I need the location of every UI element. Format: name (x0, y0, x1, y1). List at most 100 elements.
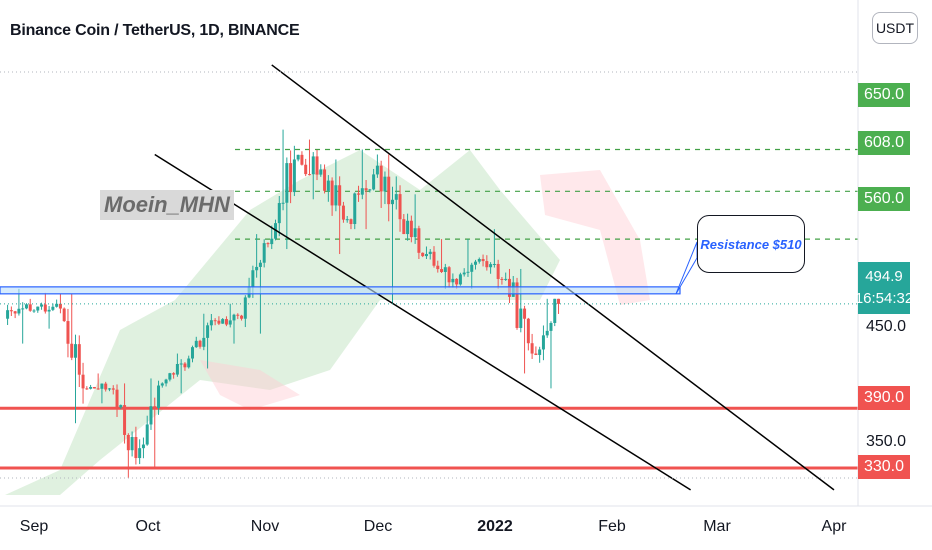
candle-body (398, 194, 402, 220)
candle-body (474, 261, 478, 265)
candle-body (394, 194, 398, 200)
candle-body (21, 308, 25, 310)
candle-body (6, 310, 10, 319)
candle-body (421, 252, 425, 257)
candle-body (300, 154, 304, 165)
candle-body (157, 385, 161, 409)
candle-body (428, 251, 432, 255)
candle-body (51, 306, 55, 310)
currency-button[interactable]: USDT (872, 12, 918, 44)
candle-body (232, 314, 236, 321)
resistance-callout[interactable]: Resistance $510 (697, 215, 805, 273)
candle-body (523, 308, 527, 319)
time-tick-feb: Feb (598, 518, 626, 535)
candle-body (402, 219, 406, 235)
candle-body (481, 259, 485, 262)
candle-body (126, 434, 130, 451)
candle-body (315, 156, 319, 175)
candle-body (432, 251, 436, 266)
level-tag-650: 650.0 (858, 83, 910, 107)
candle-body (92, 387, 96, 389)
candle-body (24, 304, 28, 309)
candle-body (323, 169, 327, 191)
candle-body (209, 320, 213, 326)
candle-body (341, 205, 345, 220)
candle-body (100, 383, 104, 389)
candle-body (183, 363, 187, 368)
candle-body (153, 406, 157, 409)
candle-body (281, 202, 285, 204)
candle-body (485, 261, 489, 268)
candle-body (368, 189, 372, 191)
candle-body (123, 405, 127, 435)
candle-body (549, 322, 553, 331)
candle-body (470, 264, 474, 272)
candle-body (319, 169, 323, 175)
candle-body (326, 180, 330, 191)
candle-body (17, 308, 21, 314)
candle-body (172, 373, 176, 375)
cloud-bearish-1 (200, 360, 300, 410)
candle-body (462, 272, 466, 275)
candle-body (119, 405, 123, 408)
horizontal-levels (0, 148, 858, 470)
candle-body (81, 374, 85, 389)
candle-body (379, 165, 383, 192)
candle-body (477, 259, 481, 262)
candle-body (541, 335, 545, 350)
candle-body (390, 199, 394, 205)
candle-body (515, 282, 519, 328)
candle-body (424, 254, 428, 257)
candle-body (466, 271, 470, 273)
candle-body (311, 156, 315, 175)
candle-body (338, 185, 342, 206)
candle-body (375, 165, 379, 175)
candle-body (289, 163, 293, 193)
candle-body (194, 340, 198, 348)
candle-body (145, 424, 149, 445)
candle-body (266, 243, 270, 245)
time-tick-dec: Dec (363, 518, 393, 535)
bar-countdown: 16:54:32 (854, 290, 914, 307)
chart-title: Binance Coin / TetherUS, 1D, BINANCE (10, 22, 300, 39)
candle-body (455, 278, 459, 285)
time-tick-nov: Nov (250, 518, 280, 535)
candle-body (296, 154, 300, 160)
candle-body (251, 270, 255, 288)
level-tag-390: 390.0 (858, 386, 910, 410)
cloud-bullish (5, 150, 560, 495)
candle-body (130, 437, 134, 451)
trendlines (154, 64, 835, 491)
candle-body (47, 309, 51, 312)
candle-body (149, 406, 153, 425)
candle-body (307, 174, 311, 176)
candle-body (360, 188, 364, 195)
candle-body (243, 297, 247, 319)
candle-body (89, 387, 93, 389)
candle-body (107, 388, 111, 390)
time-tick-2022: 2022 (477, 518, 513, 535)
candle-body (85, 388, 89, 390)
candle-body (334, 185, 338, 206)
candle-body (236, 314, 240, 316)
candle-body (357, 193, 361, 195)
time-tick-sep: Sep (19, 518, 49, 535)
candle-body (443, 267, 447, 272)
candle-body (43, 304, 47, 312)
candle-body (553, 298, 557, 323)
candle-body (538, 349, 542, 355)
candle-body (134, 437, 138, 459)
candle-body (285, 163, 289, 203)
candle-body (417, 228, 421, 253)
candle-body (330, 180, 334, 206)
candle-body (526, 318, 530, 344)
level-tag-560: 560.0 (858, 187, 910, 211)
trendline-1 (271, 64, 835, 491)
candle-body (345, 219, 349, 221)
candle-body (519, 308, 523, 328)
cloud-bearish-2 (540, 170, 650, 305)
candle-body (96, 388, 100, 390)
candle-body (489, 264, 493, 268)
candle-body (179, 363, 183, 365)
